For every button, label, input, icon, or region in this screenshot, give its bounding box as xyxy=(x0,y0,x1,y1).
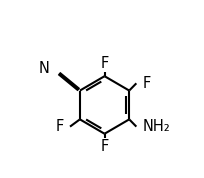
Text: F: F xyxy=(100,139,109,154)
Text: F: F xyxy=(143,76,151,91)
Text: N: N xyxy=(39,61,50,76)
Text: F: F xyxy=(100,56,109,71)
Text: NH₂: NH₂ xyxy=(143,119,171,134)
Text: F: F xyxy=(55,119,63,134)
